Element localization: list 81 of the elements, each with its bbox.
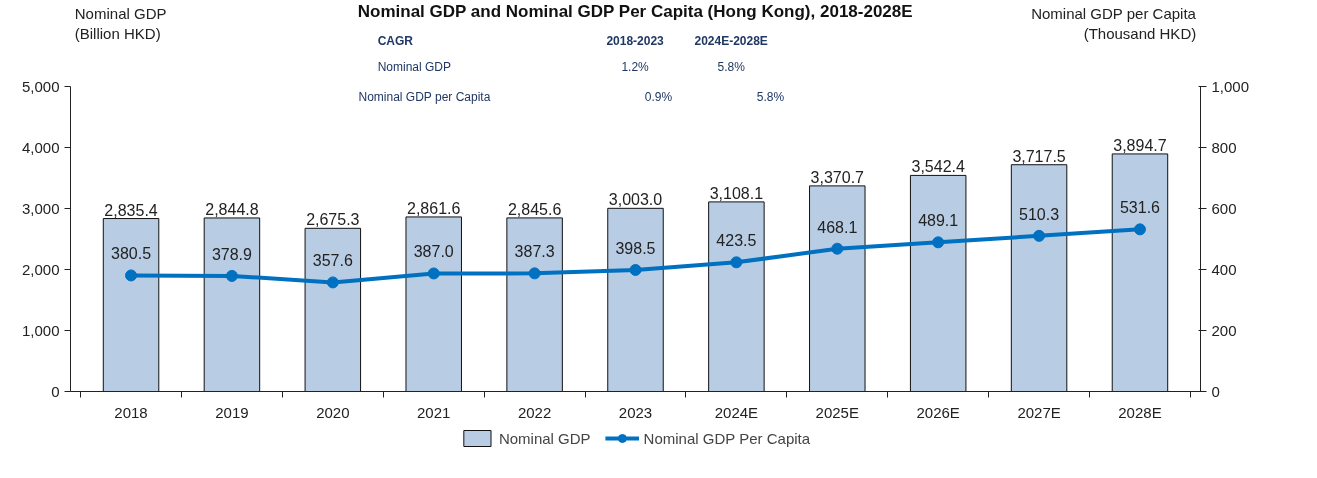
bar: [708, 201, 765, 392]
bar: [809, 185, 866, 392]
x-tick-label: 2027E: [1017, 403, 1061, 421]
point: [1033, 229, 1046, 242]
text: 5.8%: [717, 59, 746, 74]
text: CAGR: [377, 33, 414, 48]
x-tick-label: 2022: [517, 403, 552, 421]
bar: [405, 216, 462, 392]
data-label: 3,108.1: [709, 184, 764, 202]
point: [629, 263, 642, 276]
chart-title: Nominal GDP and Nominal GDP Per Capita (Hong Kong), 2018-2028E: [357, 1, 913, 21]
y-tick-label: 4,000: [21, 138, 60, 156]
legend-label: Nominal GDP Per Capita: [643, 429, 811, 447]
point: [528, 267, 541, 280]
point: [125, 269, 138, 282]
y2-tick-label: 1,000: [1211, 77, 1250, 95]
bar: [1010, 164, 1068, 392]
annotation: Nominal GDP per Capita: [358, 89, 491, 104]
y-tick-label: 2,000: [21, 260, 60, 278]
text: 2018-2023: [606, 34, 665, 48]
data-label: 2,675.3: [306, 211, 360, 229]
point: [932, 236, 945, 249]
text: Nominal GDP: [377, 59, 452, 74]
y2-axis-title: Nominal GDP per Capita (Thousand HKD): [1031, 4, 1197, 42]
data-label: 2,844.8: [205, 200, 259, 218]
y2-tick-label: 0: [1211, 382, 1220, 400]
data-label: 3,003.0: [608, 191, 663, 209]
point: [831, 242, 844, 255]
y-tick-label: 5,000: [21, 77, 60, 95]
x-tick-label: 2025E: [815, 403, 859, 421]
annotation: 5.8%: [756, 89, 785, 104]
data-label: 387.3: [514, 243, 555, 261]
data-label: 3,370.7: [810, 168, 865, 186]
bar: [607, 207, 664, 392]
y-tick-label: 1,000: [21, 321, 60, 339]
data-label: 398.5: [615, 239, 656, 257]
legend-label: Nominal GDP: [498, 429, 591, 447]
x-tick-label: 2019: [215, 403, 249, 421]
x-tick-label: 2018: [114, 403, 148, 421]
bar: [506, 217, 563, 392]
point: [1133, 223, 1146, 236]
data-label: 2,835.4: [104, 201, 158, 219]
text: 1.2%: [621, 59, 650, 74]
data-label: 510.3: [1019, 205, 1060, 223]
x-tick-label: 2026E: [916, 403, 960, 421]
y-tick-label: 0: [51, 382, 60, 400]
data-label: 3,894.7: [1113, 136, 1167, 154]
x-tick-label: 2028E: [1118, 403, 1162, 421]
data-label: 423.5: [716, 232, 757, 250]
point: [730, 256, 743, 269]
bar: [102, 218, 160, 392]
annotation: 0.9%: [644, 89, 673, 104]
data-label: 531.6: [1119, 199, 1161, 217]
x-tick-label: 2024E: [714, 403, 759, 421]
data-label: 380.5: [111, 245, 152, 263]
data-label: 3,717.5: [1012, 147, 1066, 165]
bar: [909, 174, 967, 392]
y2-tick-label: 400: [1211, 260, 1237, 278]
point: [225, 269, 238, 282]
x-tick-label: 2020: [316, 403, 350, 421]
point: [427, 267, 440, 280]
data-label: 489.1: [918, 212, 959, 230]
point: [326, 276, 339, 289]
data-label: 3,542.4: [911, 158, 965, 176]
x-tick-label: 2023: [618, 403, 653, 421]
text: 2024E-2028E: [694, 33, 768, 48]
y2-tick-label: 600: [1211, 199, 1237, 217]
bar: [1111, 153, 1169, 392]
data-label: 387.0: [413, 243, 454, 261]
bar: [203, 217, 261, 392]
data-label: 2,861.6: [407, 199, 461, 217]
y2-tick-label: 800: [1211, 138, 1237, 156]
data-label: 2,845.6: [507, 200, 562, 218]
y-tick-label: 3,000: [21, 199, 60, 217]
bar: [304, 227, 362, 392]
y2-tick-label: 200: [1211, 321, 1237, 339]
data-label: 357.6: [312, 252, 353, 270]
data-label: 468.1: [817, 218, 858, 236]
x-tick-label: 2021: [417, 403, 451, 421]
data-label: 378.9: [211, 245, 253, 263]
y-axis-title: Nominal GDP (Billion HKD): [74, 4, 167, 42]
